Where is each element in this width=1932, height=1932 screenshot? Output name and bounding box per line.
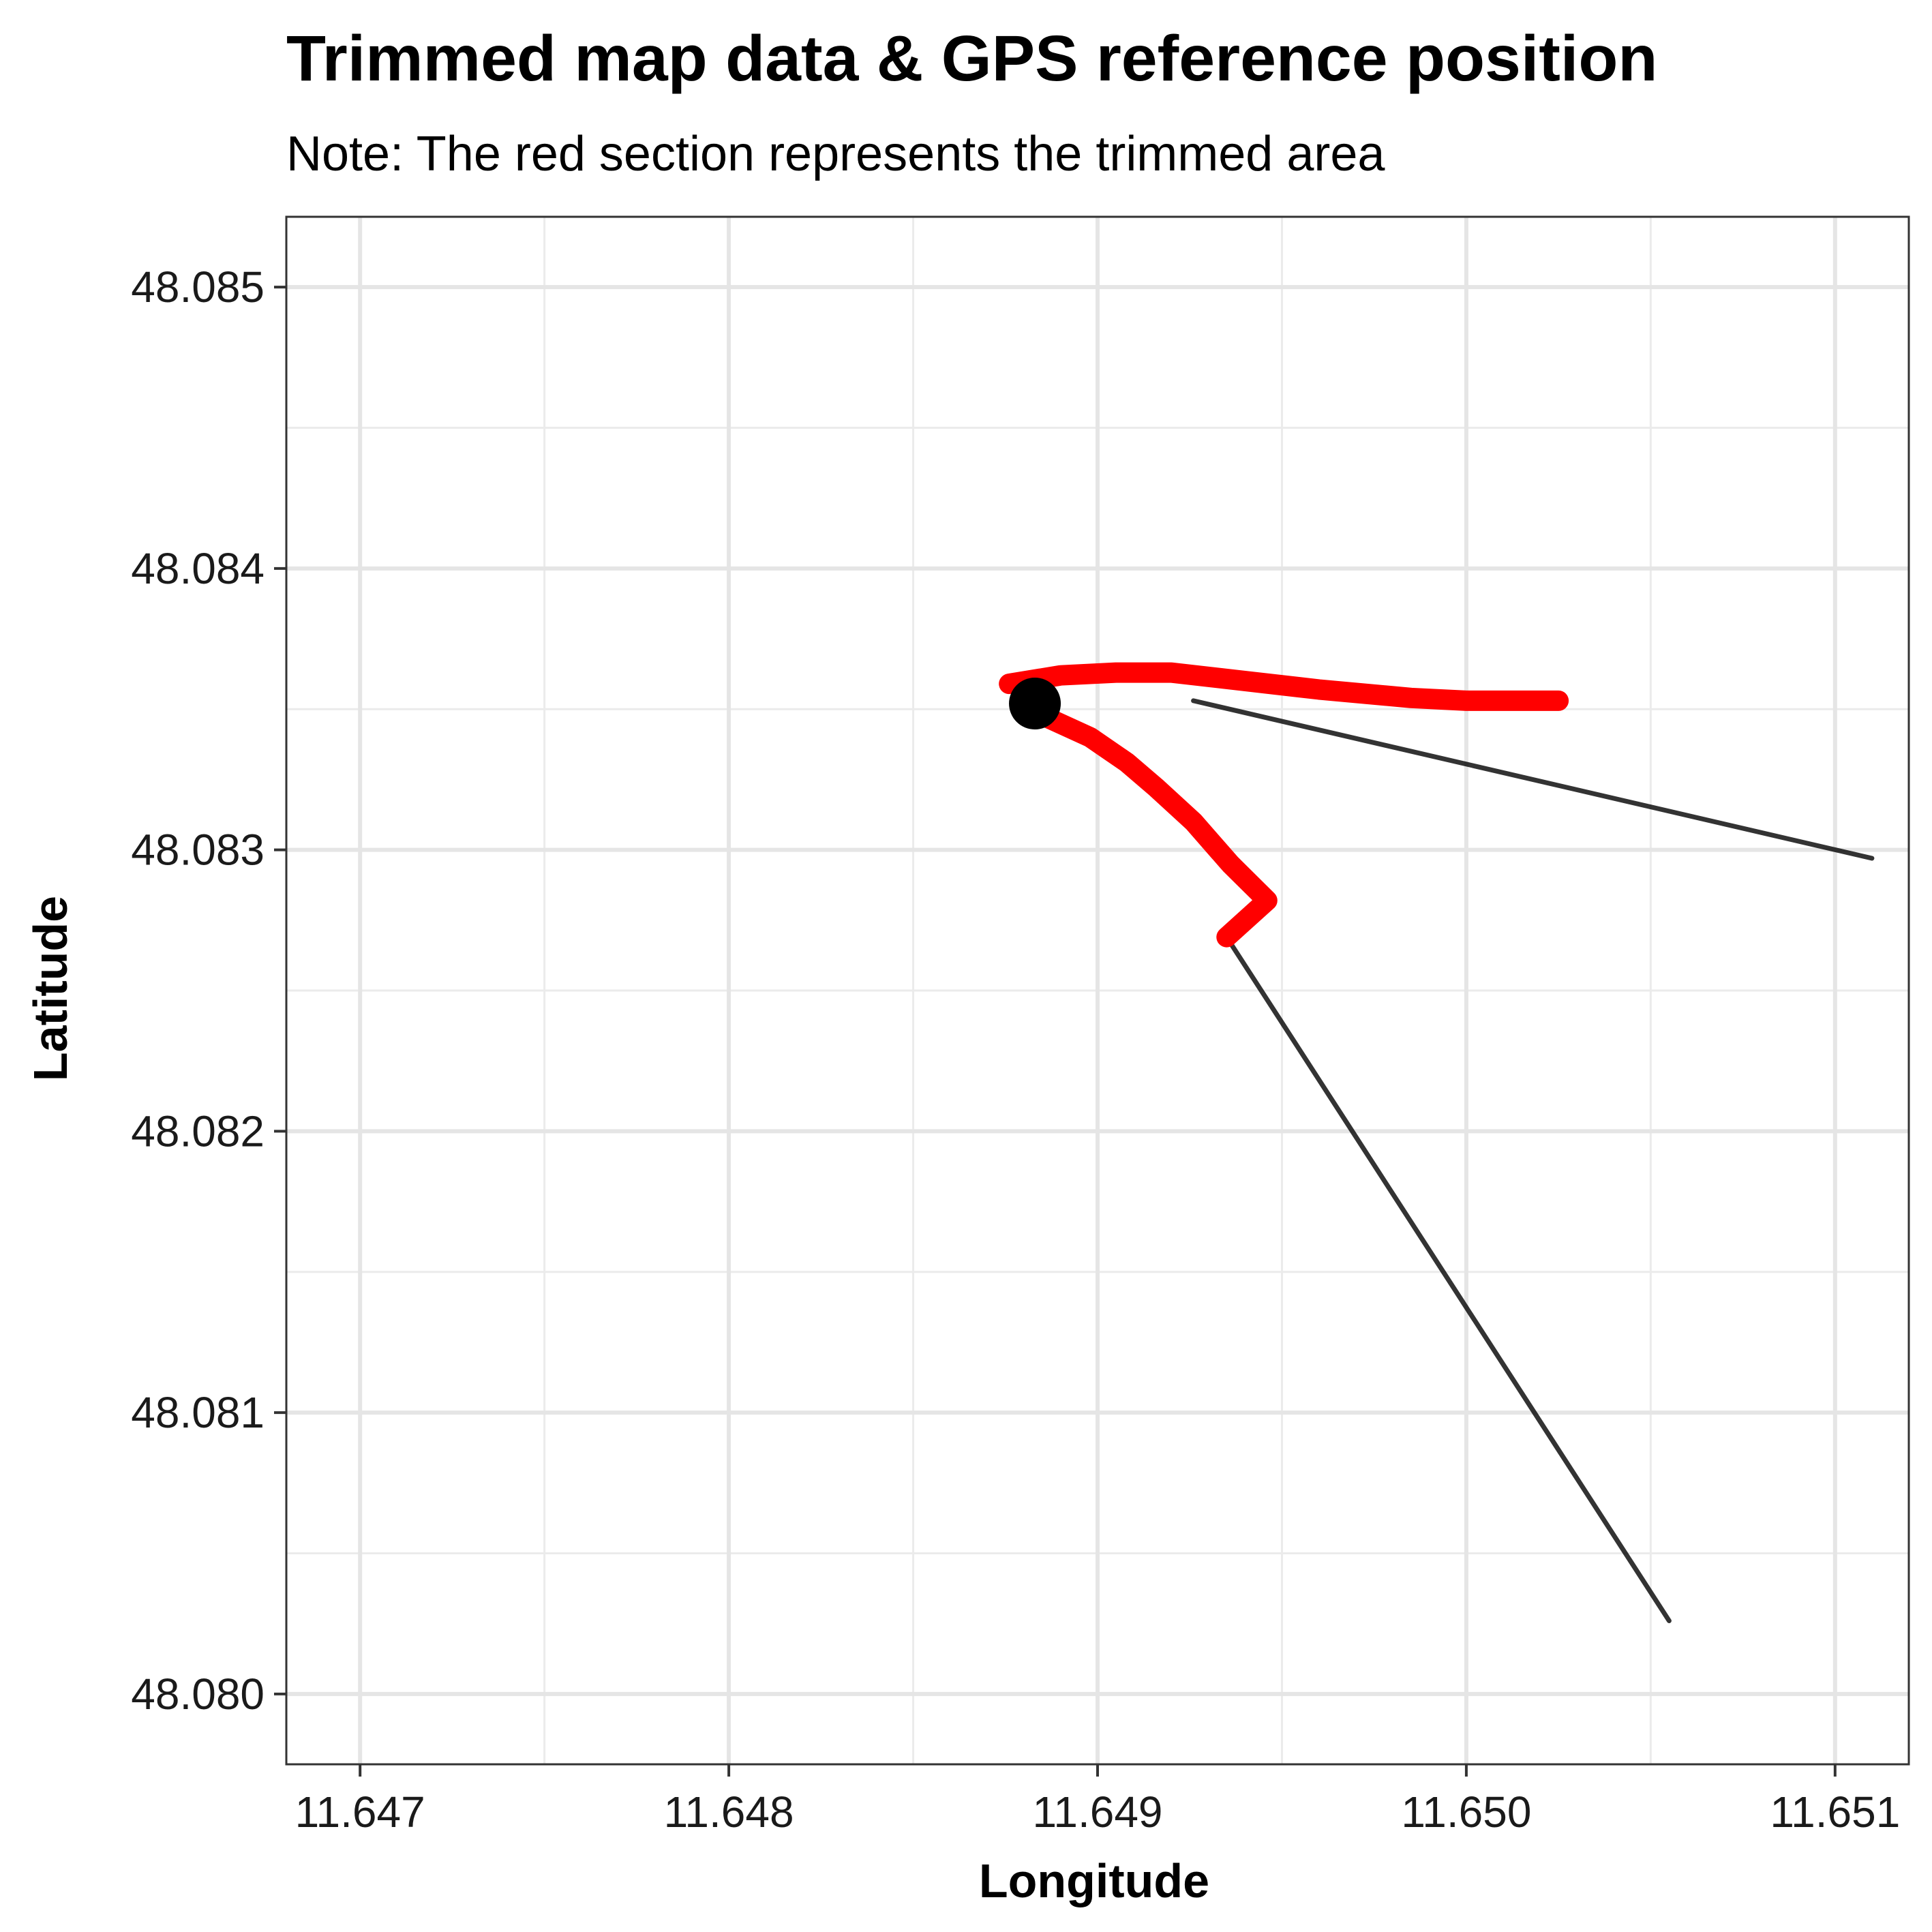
series-line-1 [1191, 698, 1875, 861]
y-tick-label: 48.080 [131, 1670, 265, 1719]
series-line-4 [1025, 701, 1278, 948]
x-tick-label: 11.649 [1033, 1787, 1163, 1837]
series-line-3 [999, 662, 1569, 711]
data-layer [999, 662, 1875, 1623]
x-tick-label: 11.648 [664, 1787, 794, 1837]
x-tick-label: 11.650 [1401, 1787, 1531, 1837]
axis-layer: 11.647 11.648 11.649 11.650 11.651 48.080 48.0… [131, 262, 1900, 1837]
x-axis-title: Longitude [979, 1854, 1209, 1907]
grid-layer [286, 217, 1909, 1764]
x-tick-label: 11.647 [295, 1787, 425, 1837]
chart-subtitle: Note: The red section represents the tri… [286, 127, 1385, 181]
y-tick-label: 48.085 [131, 262, 265, 312]
y-tick-label: 48.083 [131, 826, 265, 875]
series-line-2 [1224, 935, 1672, 1623]
x-tick-label: 11.651 [1770, 1787, 1900, 1837]
y-tick-label: 48.084 [131, 544, 265, 593]
y-tick-label: 48.081 [131, 1388, 265, 1437]
gps-reference-point [1009, 678, 1061, 730]
y-axis-title: Latitude [24, 896, 77, 1081]
y-tick-label: 48.082 [131, 1106, 265, 1156]
chart-title: Trimmed map data & GPS reference positio… [286, 22, 1657, 95]
